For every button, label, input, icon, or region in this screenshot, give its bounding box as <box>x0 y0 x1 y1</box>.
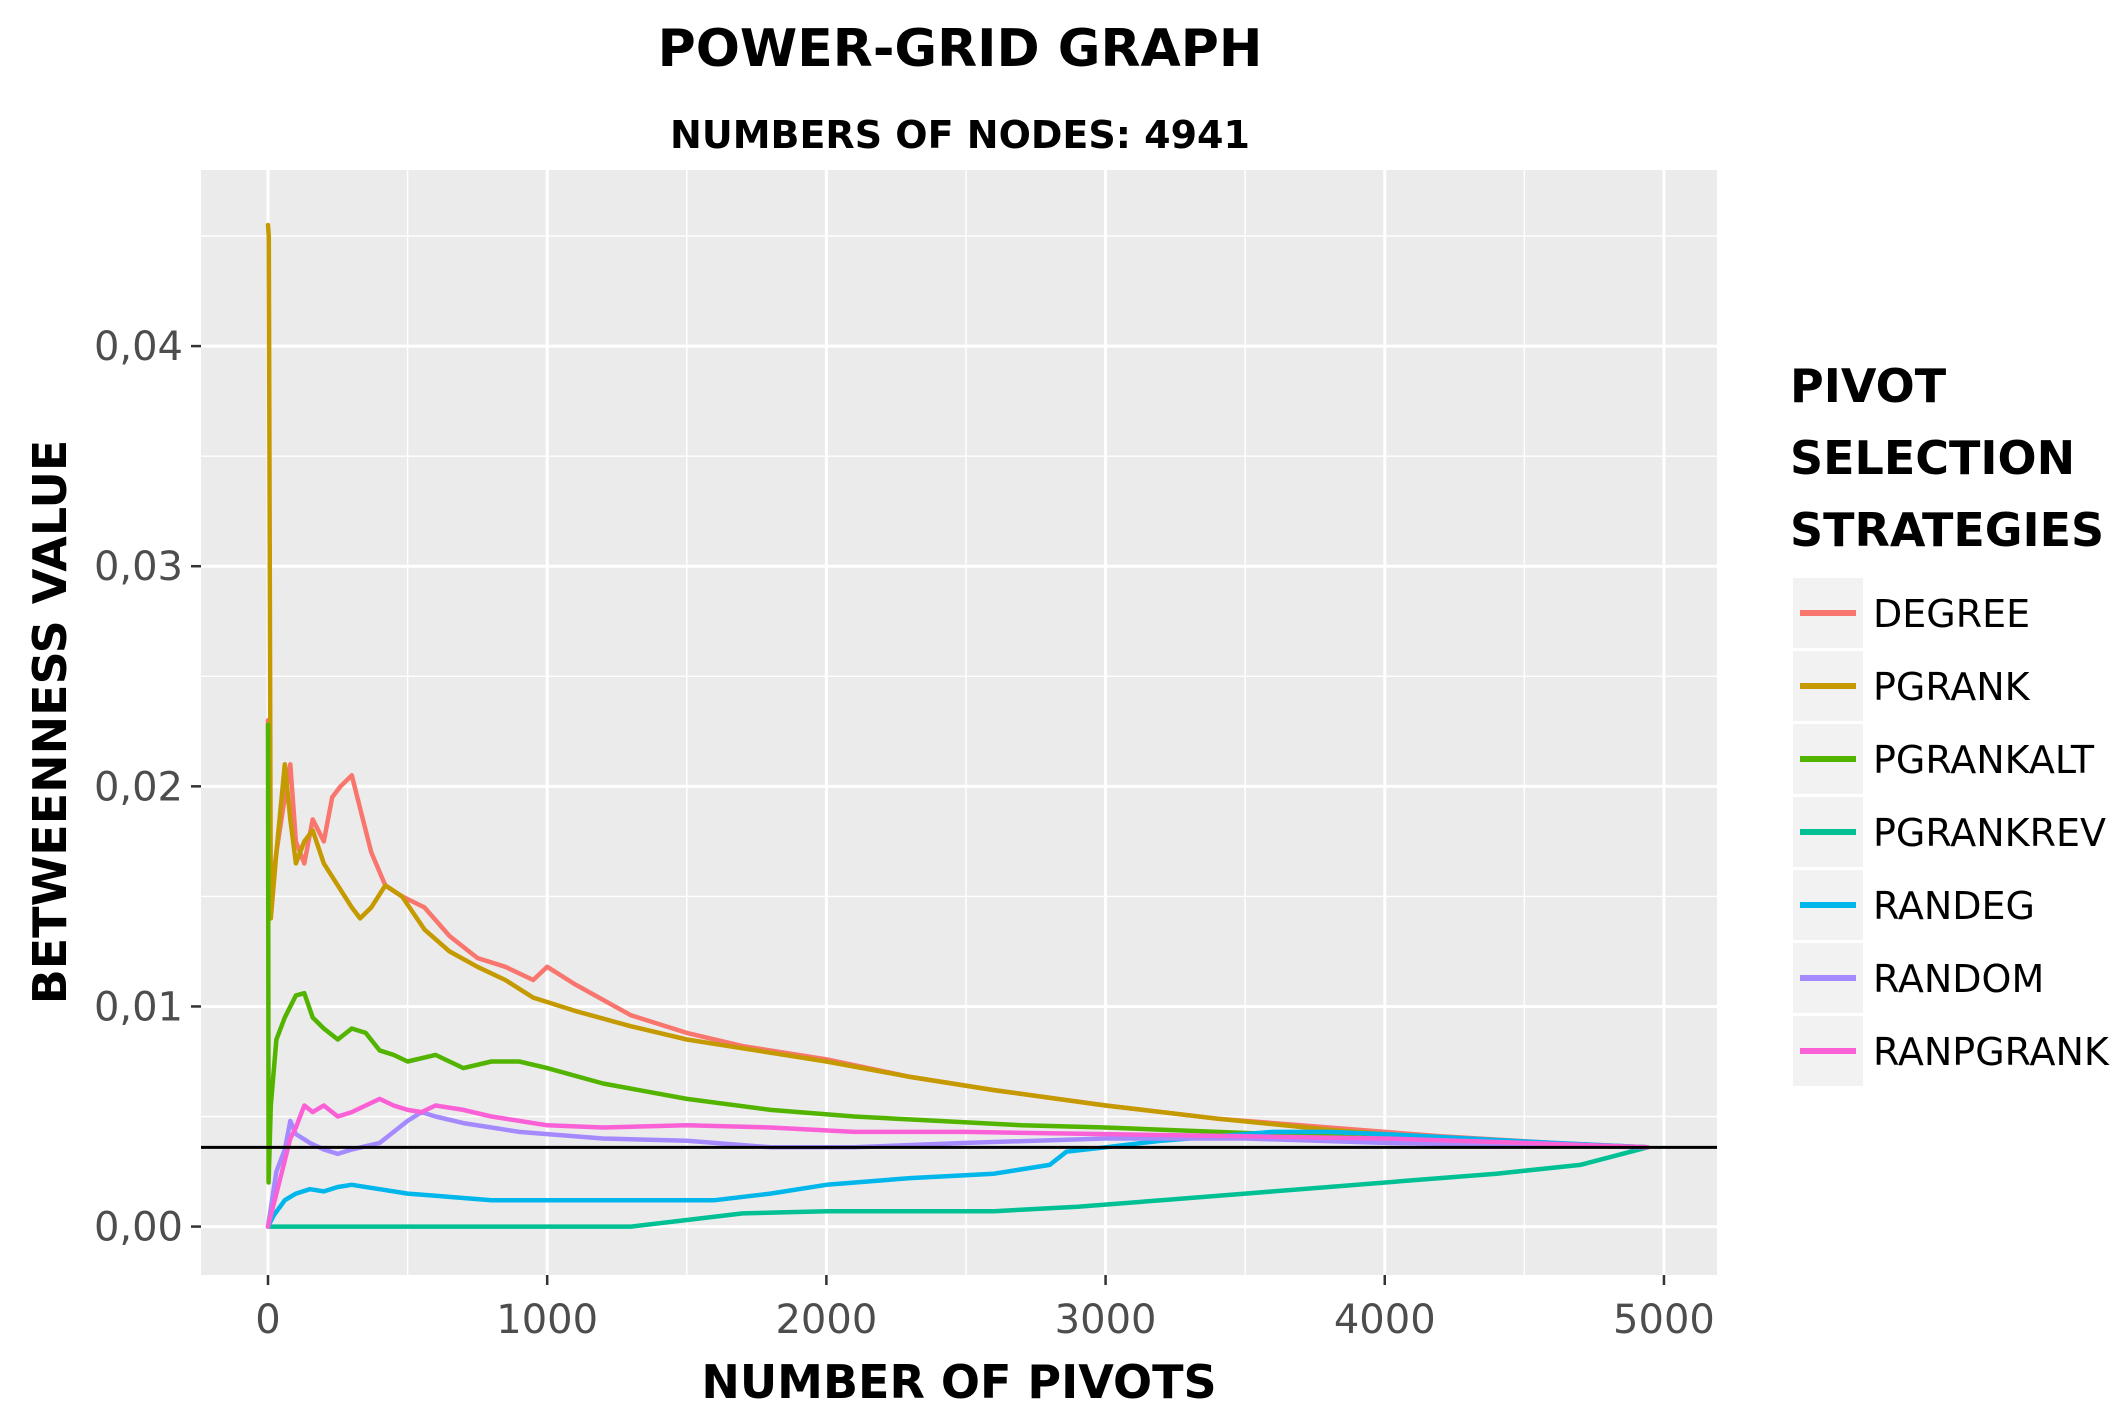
y-tick-label: 0,02 <box>94 764 183 810</box>
legend-label: PGRANKALT <box>1873 738 2095 782</box>
legend-label: DEGREE <box>1873 592 2030 636</box>
plot-panel <box>201 170 1717 1275</box>
series-line-randeg <box>265 1129 1650 1229</box>
x-tick-label: 4000 <box>1334 1297 1436 1343</box>
x-tick-label: 1000 <box>496 1297 598 1343</box>
legend-label: PGRANK <box>1873 665 2031 709</box>
y-tick-label: 0,04 <box>94 324 183 370</box>
series-line-ranpgrank <box>265 1096 1650 1229</box>
y-tick-label: 0,03 <box>94 544 183 590</box>
chart-subtitle: NUMBERS OF NODES: 4941 <box>670 113 1250 157</box>
series-line-pgrankrev <box>265 1145 1650 1229</box>
y-axis-title: BETWEENNESS VALUE <box>23 440 77 1005</box>
series-line-random <box>265 1109 1650 1229</box>
x-tick-label: 5000 <box>1613 1297 1715 1343</box>
chart-title: POWER-GRID GRAPH <box>658 19 1263 79</box>
x-tick-label: 2000 <box>775 1297 877 1343</box>
legend-title: PIVOT SELECTION STRATEGIES <box>1790 359 2104 557</box>
legend: PIVOT SELECTION STRATEGIES DEGREE PGRANK PGR… <box>1790 359 2110 1086</box>
y-axis-ticks: 0,00 0,01 0,02 0,03 0,04 <box>94 324 201 1251</box>
series-line-pgrank <box>265 222 1650 1150</box>
x-tick-label: 3000 <box>1055 1297 1157 1343</box>
x-axis-title: NUMBER OF PIVOTS <box>701 1355 1216 1409</box>
grid-lines <box>201 170 1717 1275</box>
legend-label: RANPGRANK <box>1873 1030 2110 1074</box>
legend-label: RANDEG <box>1873 884 2035 928</box>
x-axis-ticks: 0 1000 2000 3000 4000 5000 <box>255 1275 1715 1343</box>
y-tick-label: 0,00 <box>94 1205 183 1251</box>
series-line-pgrankalt <box>265 722 1650 1185</box>
x-tick-label: 0 <box>255 1297 280 1343</box>
legend-label: PGRANKREV <box>1873 811 2106 855</box>
series-lines <box>201 222 1717 1229</box>
legend-label: RANDOM <box>1873 957 2044 1001</box>
y-tick-label: 0,01 <box>94 984 183 1030</box>
